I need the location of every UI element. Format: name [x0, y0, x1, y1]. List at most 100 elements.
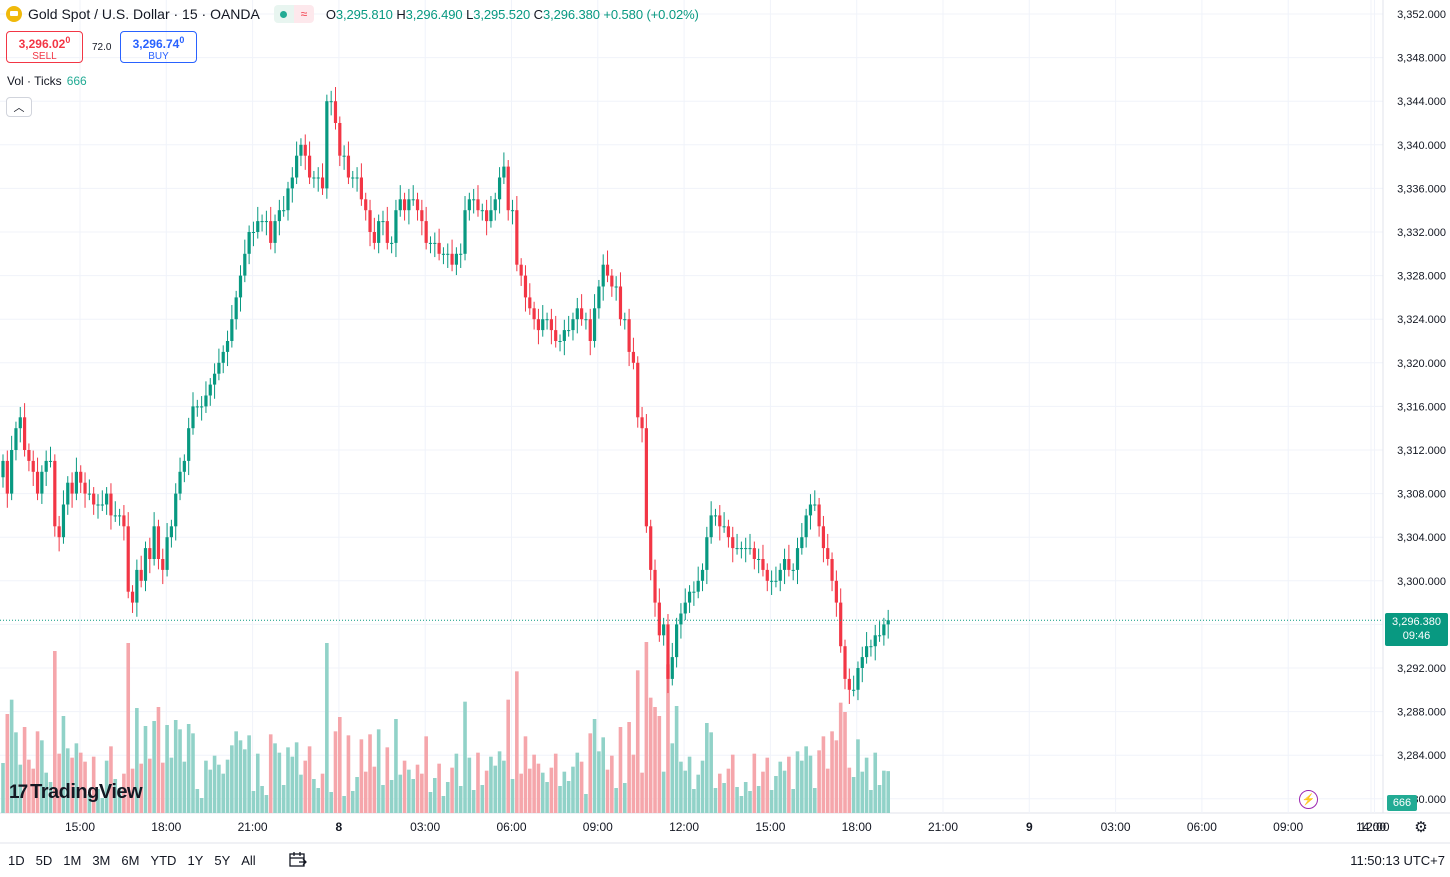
tradingview-logo[interactable]: 17 TradingView: [9, 781, 143, 804]
volume-bar: [268, 734, 273, 813]
candle-body: [774, 580, 778, 582]
price-tick-label: 3,312.000: [1397, 445, 1446, 457]
candle-body: [731, 537, 735, 549]
candle-body: [433, 242, 437, 244]
candle-body: [299, 144, 303, 156]
candle-body: [31, 460, 35, 472]
volume-bar: [558, 786, 562, 813]
candle-body: [649, 526, 653, 570]
volume-bar: [571, 766, 575, 813]
sell-button[interactable]: 3,296.020 SELL: [6, 31, 83, 63]
candle-body: [735, 548, 739, 550]
range-button-5y[interactable]: 5Y: [214, 853, 231, 868]
calendar-icon[interactable]: [289, 851, 307, 868]
candle-body: [770, 580, 774, 582]
candle-body: [804, 515, 808, 538]
volume-bar: [441, 796, 446, 813]
candle-body: [567, 330, 571, 332]
candle-body: [61, 504, 66, 538]
volume-bar: [195, 789, 200, 813]
candle-body: [234, 297, 238, 320]
volume-bar: [130, 768, 135, 813]
volume-bar: [804, 746, 808, 813]
candle-body: [122, 515, 126, 527]
candle-body: [398, 199, 402, 211]
candle-body: [407, 199, 411, 211]
ohlc-open-value: 3,295.810: [335, 6, 393, 22]
range-button-3m[interactable]: 3M: [92, 853, 111, 868]
candle-body: [739, 548, 743, 550]
volume-bar: [18, 764, 23, 813]
ohlc-high-value: 3,296.490: [405, 6, 463, 22]
ohlc-low-value: 3,295.520: [473, 6, 531, 22]
candle-body: [480, 210, 484, 212]
range-button-all[interactable]: All: [241, 853, 256, 868]
volume-bar: [562, 771, 567, 813]
candle-body: [83, 482, 87, 494]
volume-bar: [407, 769, 411, 813]
candle-body: [437, 242, 441, 254]
candlestick-chart[interactable]: 3,352.000 3,348.000 3,344.000 3,340.000 3,33…: [0, 0, 1450, 844]
volume-bar: [204, 760, 208, 813]
volume-bar: [847, 767, 852, 813]
volume-bar: [143, 726, 148, 813]
gear-icon[interactable]: ⚙: [1414, 819, 1428, 836]
range-button-6m[interactable]: 6M: [121, 853, 140, 868]
range-button-1m[interactable]: 1M: [63, 853, 82, 868]
candle-body: [415, 199, 420, 211]
volume-legend[interactable]: Vol · Ticks 666: [7, 74, 87, 88]
market-open-icon: [273, 5, 294, 23]
volume-bar: [234, 731, 238, 813]
buy-button[interactable]: 3,296.740 BUY: [120, 31, 197, 63]
candle-body: [238, 275, 243, 298]
candle-body: [865, 646, 869, 658]
chart-grid: [0, 0, 1450, 844]
candle-body: [640, 417, 644, 429]
sell-label: SELL: [32, 51, 57, 62]
candle-body: [225, 341, 230, 352]
candle-body: [143, 548, 148, 581]
range-button-1y[interactable]: 1Y: [187, 853, 204, 868]
volume-bar: [221, 773, 226, 813]
candle-body: [342, 155, 346, 157]
volume-bar: [208, 769, 213, 813]
candle-body: [57, 526, 61, 538]
volume-bar: [394, 719, 398, 813]
candle-body: [195, 406, 199, 408]
candle-body: [636, 362, 640, 418]
volume-bar: [411, 779, 416, 813]
collapse-legend-button[interactable]: ︿: [6, 97, 32, 117]
candle-body: [230, 319, 234, 341]
volume-bar: [70, 757, 74, 813]
market-status[interactable]: ≈: [273, 5, 314, 23]
clock-timezone[interactable]: 11:50:13 UTC+7: [1350, 853, 1445, 868]
volume-bar: [683, 770, 688, 813]
candle-body: [307, 155, 312, 178]
volume-bar: [588, 733, 593, 813]
candle-body: [420, 210, 424, 222]
symbol-title[interactable]: Gold Spot / U.S. Dollar · 15 · OANDA: [28, 6, 260, 22]
candle-body: [40, 471, 44, 494]
range-button-1d[interactable]: 1D: [8, 853, 25, 868]
volume-bar: [9, 699, 14, 813]
volume-bar: [463, 701, 467, 813]
range-button-5d[interactable]: 5D: [35, 853, 53, 868]
candle-body: [109, 493, 113, 516]
lightning-icon[interactable]: ⚡: [1299, 790, 1318, 809]
candle-body: [614, 286, 618, 288]
volume-bar: [260, 786, 264, 813]
volume-bar: [264, 795, 269, 813]
time-tick-label: 03:00: [410, 820, 440, 834]
volume-bar: [778, 761, 783, 813]
volume-bar: [471, 790, 476, 813]
volume-bar: [74, 743, 79, 813]
volume-bar: [666, 664, 670, 813]
candle-body: [269, 221, 273, 243]
volume-bar: [834, 740, 839, 813]
volume-bar: [882, 770, 886, 813]
candle-body: [657, 602, 661, 636]
candle-body: [182, 460, 186, 472]
range-button-ytd[interactable]: YTD: [150, 853, 177, 868]
candle-body: [532, 308, 536, 320]
candle-body: [856, 668, 860, 690]
